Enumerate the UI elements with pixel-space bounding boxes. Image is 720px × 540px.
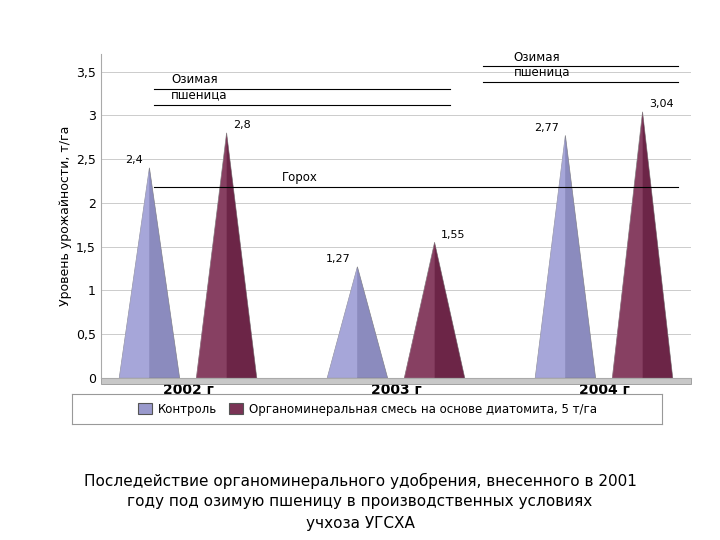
Text: году под озимую пшеницу в производственных условиях: году под озимую пшеницу в производственн… — [127, 494, 593, 509]
Polygon shape — [642, 112, 672, 378]
Polygon shape — [613, 112, 672, 378]
Polygon shape — [405, 242, 465, 378]
Polygon shape — [120, 168, 179, 378]
Text: 2,4: 2,4 — [125, 155, 143, 165]
Text: 2,8: 2,8 — [233, 120, 251, 130]
Polygon shape — [565, 136, 595, 378]
Text: Последействие органоминерального удобрения, внесенного в 2001: Последействие органоминерального удобрен… — [84, 472, 636, 489]
Polygon shape — [435, 242, 465, 378]
Polygon shape — [327, 267, 357, 378]
Polygon shape — [613, 112, 642, 378]
Y-axis label: Уровень урожайности, т/га: Уровень урожайности, т/га — [59, 126, 72, 306]
Polygon shape — [197, 133, 227, 378]
Polygon shape — [227, 133, 257, 378]
Polygon shape — [120, 168, 150, 378]
Text: 3,04: 3,04 — [649, 99, 674, 109]
Text: учхоза УГСХА: учхоза УГСХА — [305, 516, 415, 531]
Polygon shape — [150, 168, 179, 378]
Text: Озимая
пшеница: Озимая пшеница — [171, 73, 228, 102]
Text: 2,77: 2,77 — [534, 123, 559, 133]
Polygon shape — [327, 267, 387, 378]
Polygon shape — [197, 133, 257, 378]
Polygon shape — [357, 267, 387, 378]
Polygon shape — [535, 136, 565, 378]
Text: 1,27: 1,27 — [326, 254, 351, 264]
Legend: Контроль, Органоминеральная смесь на основе диатомита, 5 т/га: Контроль, Органоминеральная смесь на осн… — [133, 398, 601, 420]
Text: Горох: Горох — [282, 171, 318, 184]
FancyBboxPatch shape — [101, 378, 691, 384]
Polygon shape — [405, 242, 435, 378]
Text: 1,55: 1,55 — [441, 230, 466, 240]
Text: Озимая
пшеница: Озимая пшеница — [513, 51, 570, 78]
Polygon shape — [535, 136, 595, 378]
